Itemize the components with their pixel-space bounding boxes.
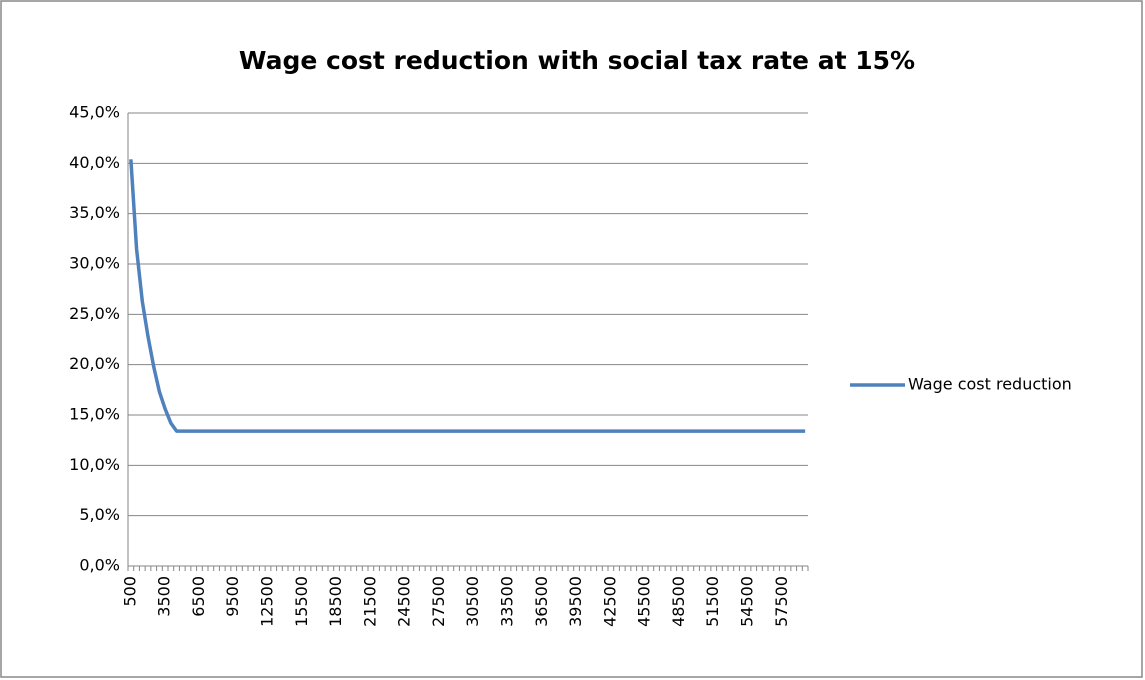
legend-label: Wage cost reduction [908,375,1072,394]
y-tick-label: 10,0% [69,455,120,474]
x-tick-label: 3500 [155,576,174,617]
x-tick-label: 27500 [429,576,448,627]
y-tick-label: 5,0% [79,505,120,524]
x-tick-label: 30500 [463,576,482,627]
x-tick-label: 24500 [395,576,414,627]
x-tick-label: 9500 [223,576,242,617]
x-tick-label: 500 [120,576,139,607]
y-tick-label: 45,0% [69,103,120,122]
x-tick-label: 51500 [703,576,722,627]
data-line [129,159,806,433]
y-tick-label: 35,0% [69,203,120,222]
y-tick-label: 30,0% [69,254,120,273]
y-tick-label: 15,0% [69,405,120,424]
x-tick-label: 39500 [566,576,585,627]
x-tick-label: 6500 [189,576,208,617]
y-tick-label: 0,0% [79,556,120,575]
x-tick-label: 18500 [326,576,345,627]
x-tick-label: 42500 [600,576,619,627]
chart-title: Wage cost reduction with social tax rate… [239,46,915,75]
x-tick-label: 21500 [360,576,379,627]
y-tick-label: 20,0% [69,354,120,373]
x-tick-label: 15500 [292,576,311,627]
x-tick-label: 36500 [532,576,551,627]
y-tick-label: 40,0% [69,153,120,172]
y-tick-label: 25,0% [69,304,120,323]
x-tick-label: 12500 [258,576,277,627]
x-tick-label: 54500 [738,576,757,627]
x-tick-label: 33500 [498,576,517,627]
x-tick-label: 48500 [669,576,688,627]
x-tick-label: 57500 [772,576,791,627]
x-tick-label: 45500 [635,576,654,627]
